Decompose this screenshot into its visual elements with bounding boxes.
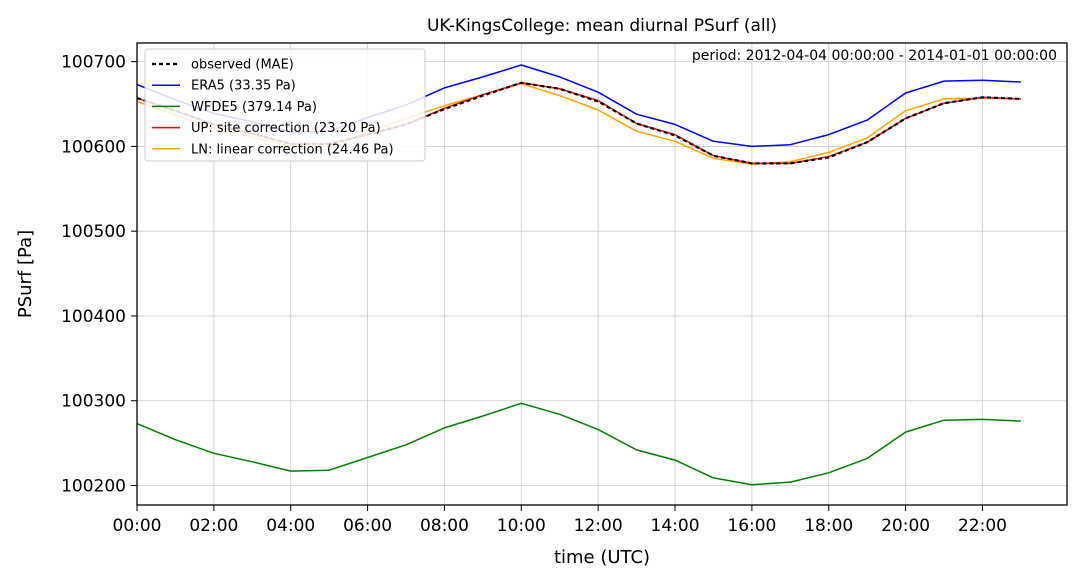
legend: observed (MAE) ERA5 (33.35 Pa) WFDE5 (379.… (145, 49, 425, 161)
legend-label-up: UP: site correction (23.20 Pa) (191, 121, 381, 136)
y-tick-label: 100500 (61, 222, 126, 242)
y-tick-label: 100200 (61, 477, 126, 497)
series-line-wfde5 (137, 403, 1021, 484)
x-tick-label: 02:00 (189, 516, 238, 536)
x-tick-label: 10:00 (497, 516, 546, 536)
x-tick-label: 06:00 (343, 516, 392, 536)
legend-label-ln: LN: linear correction (24.46 Pa) (191, 142, 394, 157)
x-tick-label: 08:00 (420, 516, 469, 536)
x-axis-label: time (UTC) (554, 547, 650, 568)
x-tick-label: 20:00 (881, 516, 930, 536)
legend-label-era5: ERA5 (33.35 Pa) (191, 79, 296, 94)
x-tick-label: 04:00 (266, 516, 315, 536)
y-tick-label: 100600 (61, 137, 126, 157)
x-axis: 00:00 02:00 04:00 06:00 08:00 10:00 12:00 14:00… (113, 505, 1007, 536)
x-tick-label: 00:00 (113, 516, 162, 536)
y-axis-label: PSurf [Pa] (15, 230, 36, 318)
x-tick-label: 16:00 (727, 516, 776, 536)
x-tick-label: 12:00 (574, 516, 623, 536)
y-axis: 100200 100300 100400 100500 100600 100700 (61, 53, 137, 497)
period-annotation: period: 2012-04-04 00:00:00 - 2014-01-01… (692, 48, 1057, 64)
legend-label-observed: observed (MAE) (191, 58, 294, 73)
y-tick-label: 100300 (61, 392, 126, 412)
y-tick-label: 100400 (61, 307, 126, 327)
x-tick-label: 22:00 (958, 516, 1007, 536)
x-tick-label: 14:00 (651, 516, 700, 536)
legend-label-wfde5: WFDE5 (379.14 Pa) (191, 100, 317, 115)
chart-title: UK-KingsCollege: mean diurnal PSurf (all… (427, 16, 777, 36)
x-tick-label: 18:00 (804, 516, 853, 536)
y-tick-label: 100700 (61, 53, 126, 73)
